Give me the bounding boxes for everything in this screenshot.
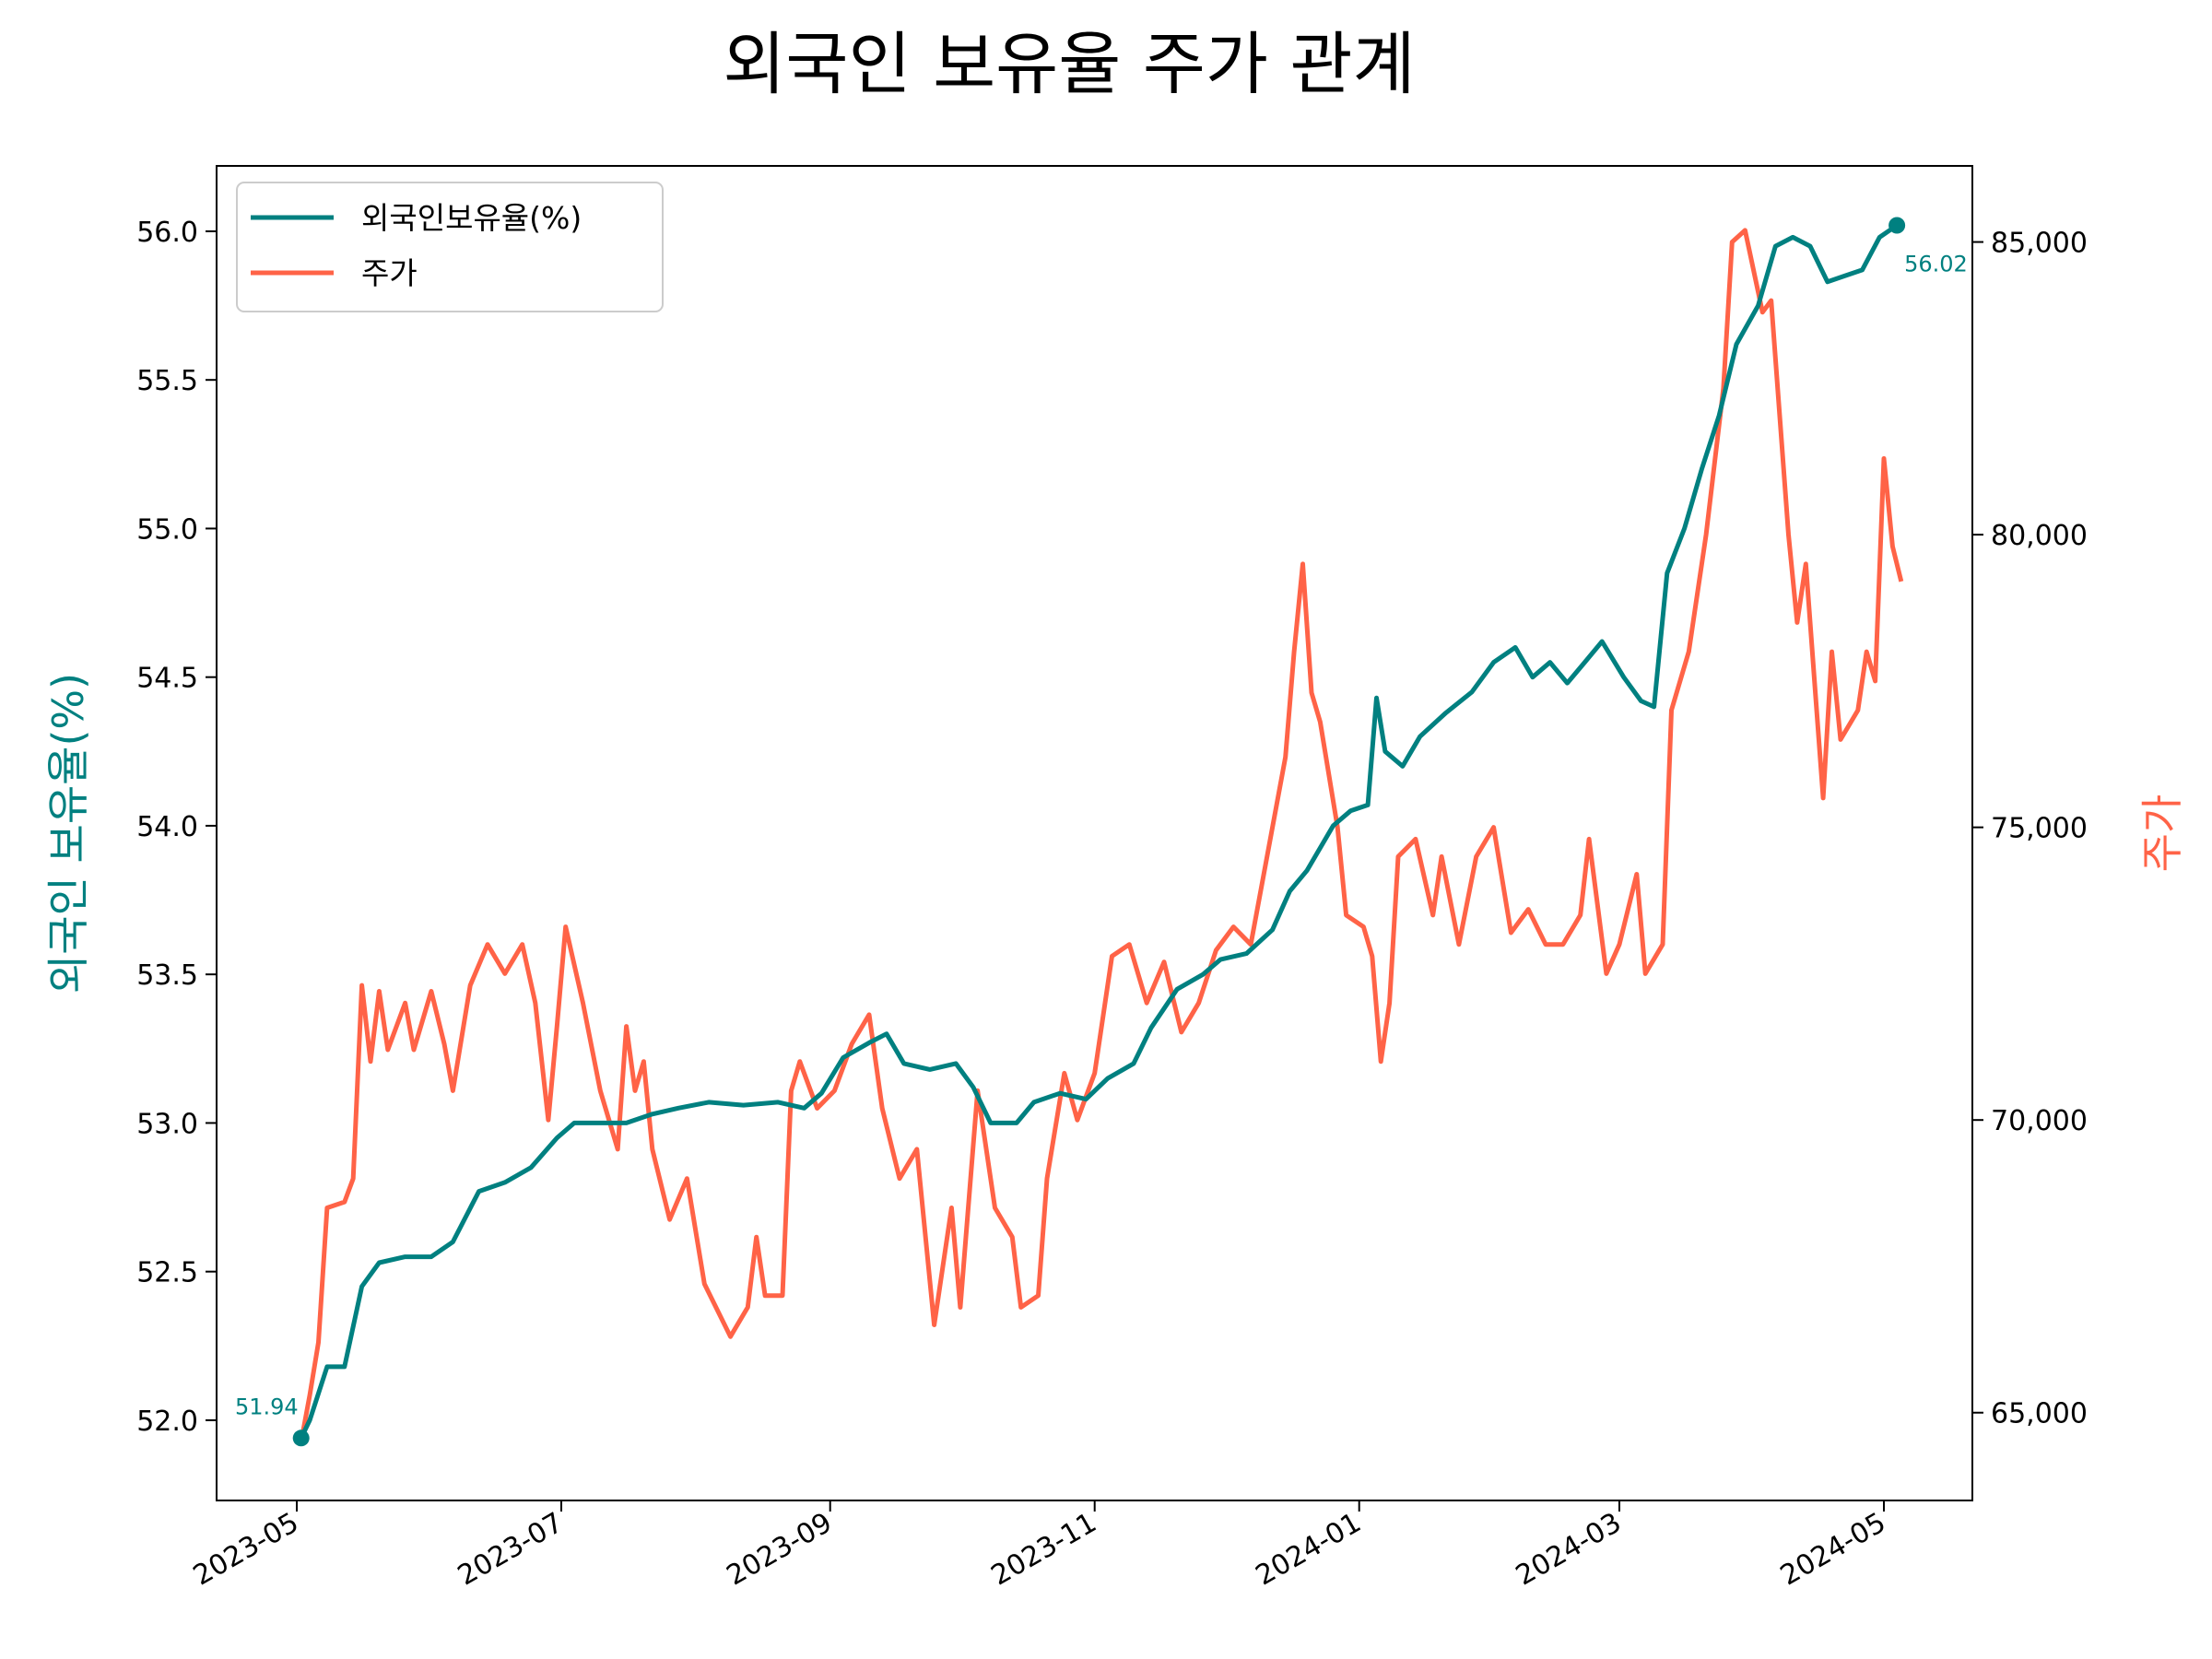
right-axis-label: 주가 (2137, 794, 2187, 873)
endpoint-label: 51.94 (235, 1394, 299, 1419)
left-tick-label: 52.5 (136, 1257, 198, 1289)
legend-label-ratio: 외국인보유율(%) (361, 200, 582, 236)
left-tick-label: 56.0 (136, 217, 198, 249)
left-tick-label: 53.0 (136, 1108, 198, 1140)
annotations: 51.94 56.02 (235, 217, 1968, 1447)
legend-label-price: 주가 (361, 255, 418, 291)
right-axis-ticks: 65,000 70,000 75,000 80,000 85,000 (1972, 228, 2088, 1430)
x-tick-label: 2024-03 (1511, 1507, 1627, 1593)
right-tick-label: 70,000 (1991, 1105, 2088, 1137)
legend-box (236, 182, 664, 312)
left-axis-label: 외국인 보유율(%) (43, 673, 93, 994)
x-tick-label: 2023-09 (722, 1507, 838, 1593)
right-tick-label: 75,000 (1991, 813, 2088, 845)
series-line-price (299, 228, 1904, 1442)
series-line-ratio (299, 223, 1899, 1440)
left-tick-label: 55.5 (136, 365, 198, 397)
x-axis-ticks: 2023-05 2023-07 2023-09 2023-11 2024-01 2024-… (188, 1500, 1891, 1593)
chart-title: 외국인 보유율 주가 관계 (723, 25, 1415, 104)
right-axis-label-group: 주가 (2137, 794, 2187, 873)
x-tick-label: 2024-05 (1775, 1507, 1891, 1593)
endpoint-marker (292, 1430, 310, 1447)
x-tick-label: 2023-05 (188, 1507, 304, 1593)
legend: 외국인보유율(%) 주가 (236, 182, 664, 312)
left-axis-label-group: 외국인 보유율(%) (43, 673, 93, 994)
plot-area (216, 165, 1973, 1501)
x-tick-label: 2024-01 (1251, 1507, 1367, 1593)
x-tick-label: 2023-11 (986, 1507, 1102, 1593)
left-tick-label: 54.0 (136, 811, 198, 843)
endpoint-marker (1888, 217, 1906, 234)
right-tick-label: 65,000 (1991, 1398, 2088, 1430)
left-tick-label: 52.0 (136, 1406, 198, 1438)
right-tick-label: 85,000 (1991, 228, 2088, 260)
left-tick-label: 55.0 (136, 513, 198, 546)
x-tick-label: 2023-07 (453, 1507, 569, 1593)
plot-frame (216, 165, 1973, 1501)
left-axis-ticks: 52.0 52.5 53.0 53.5 54.0 54.5 55.0 55.5 56.0 (136, 217, 217, 1438)
left-tick-label: 53.5 (136, 959, 198, 992)
left-tick-label: 54.5 (136, 663, 198, 695)
endpoint-label: 56.02 (1904, 251, 1968, 276)
right-tick-label: 80,000 (1991, 520, 2088, 552)
